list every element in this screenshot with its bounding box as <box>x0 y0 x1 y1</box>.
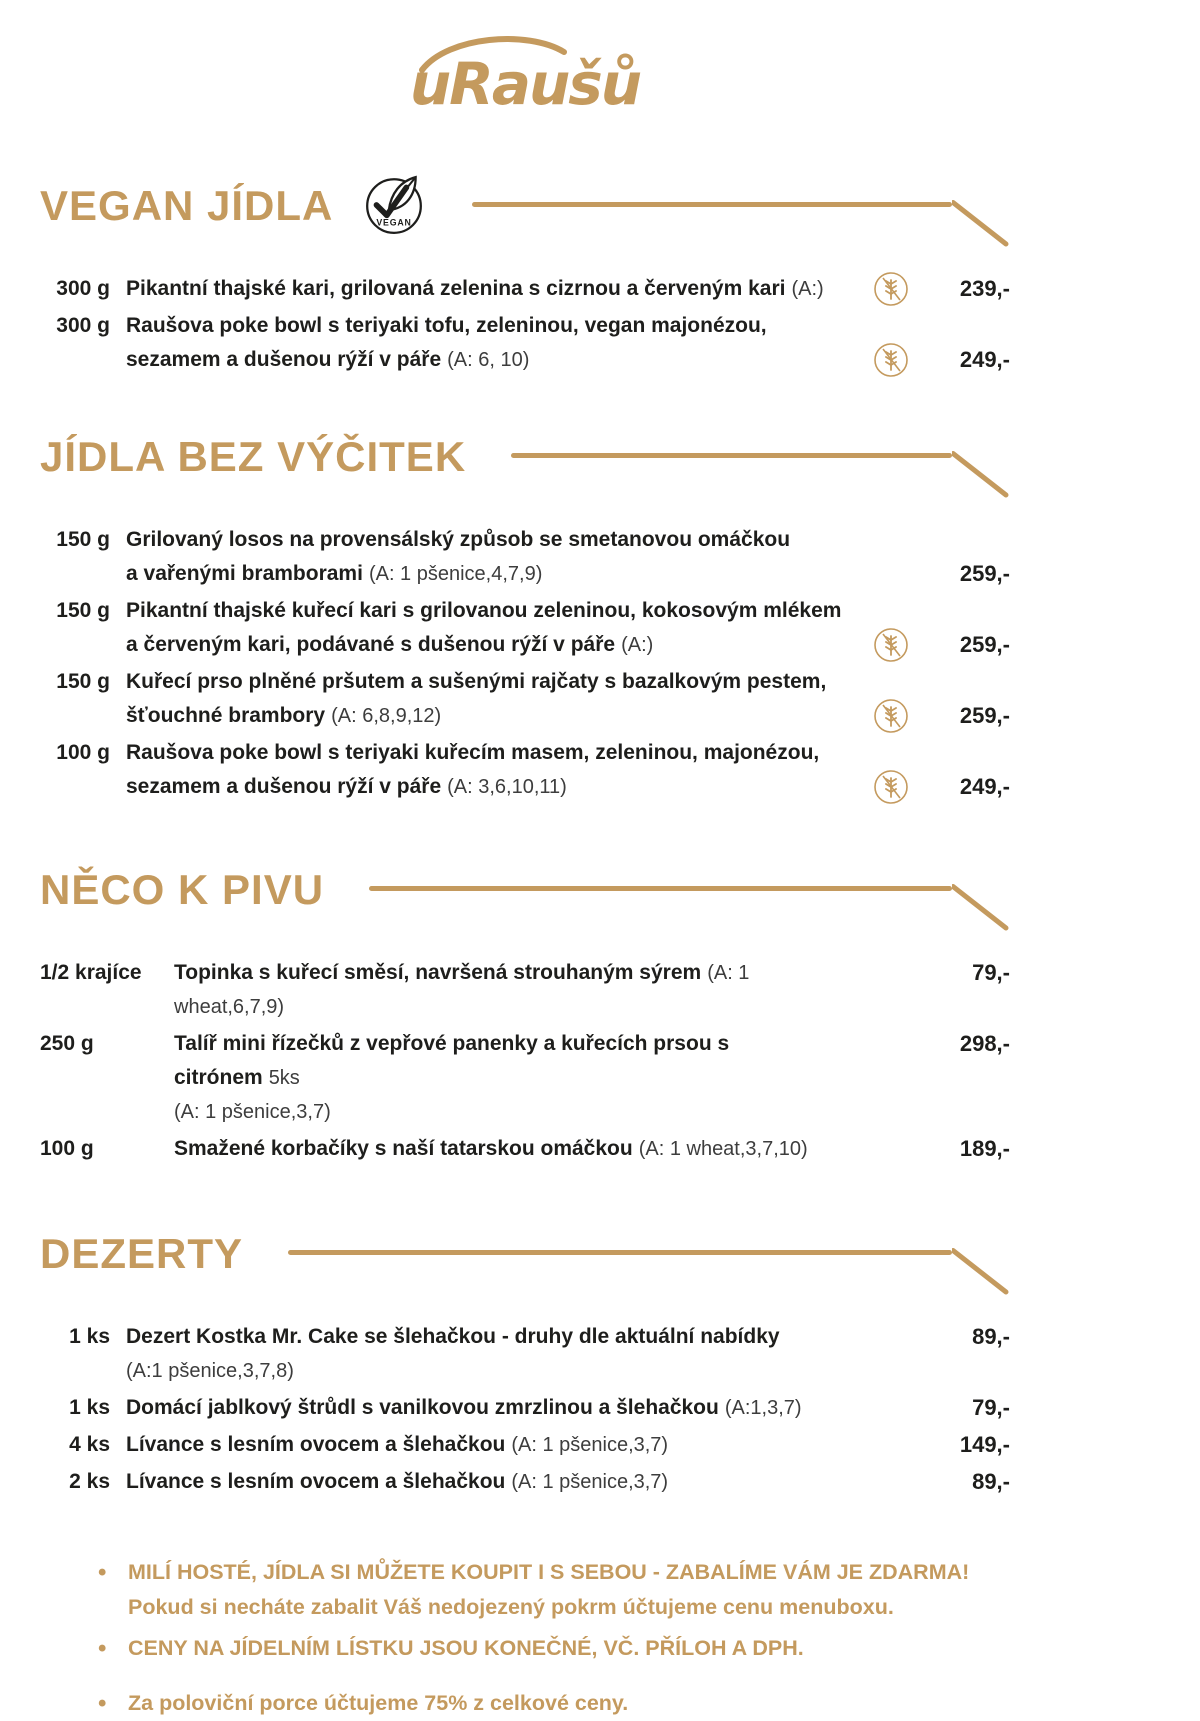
item-qty: 100 g <box>56 741 110 764</box>
item-price: 89,- <box>972 1469 1010 1494</box>
item-qty: 250 g <box>40 1032 94 1055</box>
menu-item-row: 300 g Pikantní thajské kari, grilovaná z… <box>40 272 1010 306</box>
section-divider <box>472 178 1010 248</box>
gluten-free-icon <box>868 770 914 804</box>
icon-spacer <box>868 1320 914 1354</box>
item-qty: 100 g <box>40 1137 94 1160</box>
gluten-free-icon <box>868 343 914 377</box>
item-qty: 1/2 krajíce <box>40 961 142 984</box>
restaurant-logo: uRaušů <box>40 36 1010 150</box>
item-price: 249,- <box>959 347 1010 372</box>
logo-text: uRaušů <box>409 50 642 118</box>
footnote-line: Pokud si necháte zabalit Váš nedojezený … <box>128 1595 894 1619</box>
item-desc: Raušova poke bowl s teriyaki kuřecím mas… <box>126 741 820 798</box>
gluten-free-icon <box>868 699 914 733</box>
menu-item-row: 150 g Kuřecí prso plněné pršutem a sušen… <box>40 665 1010 733</box>
bullet-dot: • <box>98 1635 107 1662</box>
item-price: 89,- <box>972 1324 1010 1349</box>
section-title: NĚCO K PIVU <box>40 866 325 913</box>
section-title: JÍDLA BEZ VÝČITEK <box>40 433 467 480</box>
item-price: 298,- <box>959 1031 1010 1056</box>
footnote-line: Za poloviční porce účtujeme 75% z celkov… <box>128 1691 629 1715</box>
section-items-neco-k-pivu: 1/2 krajíce Topinka s kuřecí směsí, navr… <box>40 956 1010 1166</box>
section-title: VEGAN JÍDLA <box>40 182 334 229</box>
menu-item-row: 150 g Grilovaný losos na provensálský zp… <box>40 523 1010 591</box>
item-price: 189,- <box>959 1136 1010 1161</box>
footnote-line: CENY NA JÍDELNÍM LÍSTKU JSOU KONEČNÉ, VČ… <box>128 1636 804 1660</box>
icon-spacer <box>868 557 914 591</box>
item-qty: 4 ks <box>69 1433 110 1456</box>
menu-item-row: 100 g Raušova poke bowl s teriyaki kuřec… <box>40 736 1010 804</box>
section-header-neco-k-pivu: NĚCO K PIVU <box>40 862 1010 932</box>
footnote: • MILÍ HOSTÉ, JÍDLA SI MŮŽETE KOUPIT I S… <box>98 1555 1010 1625</box>
footnotes: • MILÍ HOSTÉ, JÍDLA SI MŮŽETE KOUPIT I S… <box>40 1555 1010 1721</box>
menu-item-row: 2 ks Lívance s lesním ovocem a šlehačkou… <box>40 1465 1010 1499</box>
icon-spacer <box>868 956 914 990</box>
icon-spacer <box>868 1132 914 1166</box>
item-desc: Dezert Kostka Mr. Cake se šlehačkou - dr… <box>126 1325 780 1382</box>
item-price: 79,- <box>972 960 1010 985</box>
bullet-dot: • <box>98 1690 107 1717</box>
section-header-bez-vycitek: JÍDLA BEZ VÝČITEK <box>40 429 1010 499</box>
section-items-vegan: 300 g Pikantní thajské kari, grilovaná z… <box>40 272 1010 377</box>
vegan-badge-icon: VEGAN <box>361 172 427 243</box>
section-title: DEZERTY <box>40 1230 244 1277</box>
section-header-vegan: VEGAN JÍDLA VEGAN <box>40 175 1010 248</box>
footnote: • CENY NA JÍDELNÍM LÍSTKU JSOU KONEČNÉ, … <box>98 1631 1010 1666</box>
item-desc: Talíř mini řízečků z vepřové panenky a k… <box>174 1032 730 1123</box>
item-price: 249,- <box>959 774 1010 799</box>
icon-spacer <box>868 1428 914 1462</box>
menu-item-row: 1 ks Domácí jablkový štrůdl s vanilkovou… <box>40 1391 1010 1425</box>
item-desc: Raušova poke bowl s teriyaki tofu, zelen… <box>126 314 767 371</box>
section-items-dezerty: 1 ks Dezert Kostka Mr. Cake se šlehačkou… <box>40 1320 1010 1499</box>
section-divider <box>369 862 1010 932</box>
section-divider <box>288 1226 1010 1296</box>
section-divider <box>511 429 1010 499</box>
item-desc: Lívance s lesním ovocem a šlehačkou (A: 1… <box>126 1433 669 1456</box>
item-price: 259,- <box>959 632 1010 657</box>
item-qty: 300 g <box>56 314 110 337</box>
item-price: 239,- <box>959 276 1010 301</box>
section-items-bez-vycitek: 150 g Grilovaný losos na provensálský zp… <box>40 523 1010 804</box>
menu-item-row: 150 g Pikantní thajské kuřecí kari s gri… <box>40 594 1010 662</box>
item-desc: Domácí jablkový štrůdl s vanilkovou zmrz… <box>126 1396 802 1419</box>
item-price: 259,- <box>959 561 1010 586</box>
item-qty: 1 ks <box>69 1396 110 1419</box>
item-qty: 150 g <box>56 528 110 551</box>
item-qty: 150 g <box>56 670 110 693</box>
section-header-dezerty: DEZERTY <box>40 1226 1010 1296</box>
item-desc: Topinka s kuřecí směsí, navršená strouha… <box>174 961 750 1018</box>
menu-item-row: 250 g Talíř mini řízečků z vepřové panen… <box>40 1027 1010 1129</box>
item-price: 259,- <box>959 703 1010 728</box>
item-price: 149,- <box>959 1432 1010 1457</box>
svg-text:VEGAN: VEGAN <box>377 218 412 228</box>
icon-spacer <box>868 1027 914 1061</box>
item-qty: 1 ks <box>69 1325 110 1348</box>
item-desc: Pikantní thajské kari, grilovaná zelenin… <box>126 277 824 300</box>
menu-item-row: 1/2 krajíce Topinka s kuřecí směsí, navr… <box>40 956 1010 1024</box>
logo-swoosh <box>418 36 567 73</box>
footnote: • Za poloviční porce účtujeme 75% z celk… <box>98 1686 1010 1721</box>
menu-item-row: 100 g Smažené korbačíky s naší tatarskou… <box>40 1132 1010 1166</box>
item-desc: Lívance s lesním ovocem a šlehačkou (A: 1… <box>126 1470 669 1493</box>
item-qty: 300 g <box>56 277 110 300</box>
item-desc: Grilovaný losos na provensálský způsob s… <box>126 528 791 585</box>
item-qty: 2 ks <box>69 1470 110 1493</box>
item-price: 79,- <box>972 1395 1010 1420</box>
footnote-line: MILÍ HOSTÉ, JÍDLA SI MŮŽETE KOUPIT I S S… <box>128 1560 970 1584</box>
bullet-dot: • <box>98 1559 107 1586</box>
item-desc: Kuřecí prso plněné pršutem a sušenými ra… <box>126 670 827 727</box>
menu-item-row: 1 ks Dezert Kostka Mr. Cake se šlehačkou… <box>40 1320 1010 1388</box>
item-qty: 150 g <box>56 599 110 622</box>
gluten-free-icon <box>868 272 914 306</box>
item-desc: Pikantní thajské kuřecí kari s grilovano… <box>126 599 842 656</box>
menu-item-row: 300 g Raušova poke bowl s teriyaki tofu,… <box>40 309 1010 377</box>
menu-item-row: 4 ks Lívance s lesním ovocem a šlehačkou… <box>40 1428 1010 1462</box>
icon-spacer <box>868 1391 914 1425</box>
item-desc: Smažené korbačíky s naší tatarskou omáčk… <box>174 1137 808 1160</box>
icon-spacer <box>868 1465 914 1499</box>
gluten-free-icon <box>868 628 914 662</box>
